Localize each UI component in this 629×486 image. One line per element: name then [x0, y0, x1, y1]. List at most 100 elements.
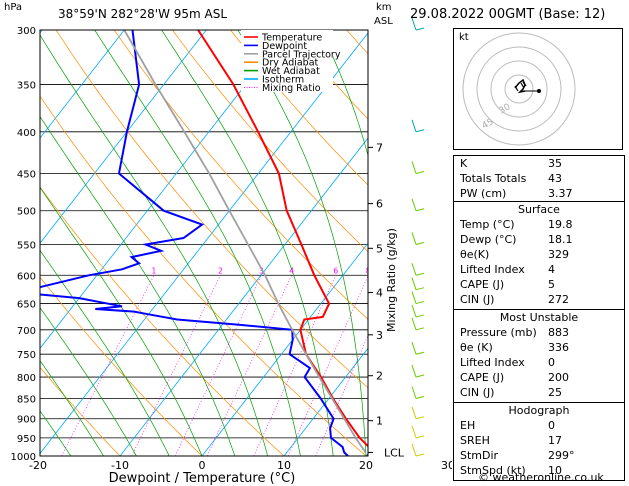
hodograph: kt 30 45 [453, 28, 623, 150]
legend-label: Parcel Trajectory [262, 49, 341, 60]
wind-barb [411, 161, 417, 174]
wind-barb [411, 304, 417, 318]
wind-barb [415, 208, 425, 212]
pressure-tick-label: 650 [17, 300, 36, 311]
dry-adiabat [40, 186, 285, 456]
hodograph-ring-label: 45 [481, 117, 496, 131]
most-unstable-section: Most Unstable Pressure (mb) 883 θe (K) 336… [454, 309, 624, 402]
isotherm [365, 452, 368, 456]
wind-barbs [411, 17, 425, 457]
pressure-tick-label: 500 [17, 207, 36, 218]
row-stmspd: StmSpd (kt) 10 [460, 464, 562, 477]
row-k: K 35 [460, 157, 562, 170]
km-level-label: LCL [384, 446, 405, 459]
wind-barb [415, 287, 425, 291]
pressure-tick-label: 900 [17, 415, 36, 426]
legend-label: Mixing Ratio [262, 83, 321, 94]
row-stmdir: StmDir 299° [460, 449, 575, 462]
legend-box [241, 30, 333, 92]
isotherm [435, 6, 452, 474]
wind-barb [411, 277, 417, 290]
km-level-label: 6 [376, 198, 383, 211]
wind-barb [415, 396, 425, 399]
mixing-ratio-label: 4 [289, 266, 294, 275]
temperature-tick-label: -20 [29, 459, 47, 472]
pressure-tick-label: 450 [17, 169, 36, 180]
wind-barb [411, 232, 417, 245]
row-totals-totals: Totals Totals 43 [460, 172, 562, 185]
legend-label: Temperature [261, 33, 322, 44]
wind-barb [411, 263, 417, 276]
wet-adiabat [40, 249, 170, 456]
wet-adiabat [40, 34, 268, 456]
wind-barb [411, 386, 417, 399]
mixing-ratio-axis-label: Mixing Ratio (g/kg) [385, 228, 398, 332]
row-surface-dewp: Dewp (°C) 18.1 [460, 233, 573, 246]
row-surface-temp: Temp (°C) 19.8 [460, 218, 573, 231]
row-mu-pressure: Pressure (mb) 883 [460, 326, 569, 339]
pressure-tick-label: 750 [17, 350, 36, 361]
mixing-ratio-label: 6 [333, 266, 338, 275]
km-level-label: 4 [376, 287, 383, 300]
temperature-tick-label: 20 [359, 459, 373, 472]
pressure-tick-label: 700 [17, 326, 36, 337]
series-parcel-trajectory [123, 30, 367, 453]
wind-barb [411, 364, 417, 378]
wet-adiabat [398, 18, 436, 456]
row-surface-cape: CAPE (J) 5 [460, 278, 555, 291]
pressure-tick-label: 300 [17, 26, 36, 37]
legend-label: Wet Adiabat [262, 66, 320, 77]
pressure-tick-label: 350 [17, 81, 36, 92]
pressure-tick-label: 600 [17, 271, 36, 282]
hodograph-section: Hodograph EH 0 SREH 17 StmDir 299° StmSpd (… [454, 402, 624, 480]
temperature-tick-label: 30 [441, 459, 452, 472]
surface-section: Surface Temp (°C) 19.8 Dewp (°C) 18.1 θe(K… [454, 201, 624, 309]
wet-adiabat [161, 30, 334, 456]
asl-unit-label: ASL [374, 16, 393, 27]
wind-barb [411, 443, 417, 457]
pressure-tick-label: 850 [17, 394, 36, 405]
row-sreh: SREH 17 [460, 434, 562, 447]
km-level-label: 2 [376, 370, 383, 383]
wind-barb [411, 119, 417, 132]
wind-barb [415, 351, 425, 355]
dry-adiabat [451, 18, 452, 456]
mixing-ratio-label: 3 [259, 266, 264, 275]
mixing-ratio-label: 15 [438, 266, 448, 275]
wind-barb [415, 272, 425, 276]
wet-adiabat [237, 30, 367, 456]
indices-table: K 35 Totals Totals 43 PW (cm) 3.37 Surface … [453, 155, 625, 481]
pressure-tick-label: 800 [17, 373, 36, 384]
most-unstable-title: Most Unstable [499, 311, 579, 324]
hodograph-frame [453, 28, 623, 150]
pressure-tick-label: 950 [17, 434, 36, 445]
wind-barb [415, 241, 425, 245]
dry-adiabat [394, 18, 452, 456]
mixing-ratio-line [61, 275, 155, 456]
row-mu-cape: CAPE (J) 200 [460, 371, 569, 384]
isotherm [40, 30, 207, 244]
wind-barb [415, 453, 425, 457]
wet-adiabat [94, 30, 301, 456]
hodograph-title: Hodograph [508, 404, 570, 417]
temperature-tick-label: 0 [199, 459, 206, 472]
wind-barb [415, 416, 425, 420]
copyright-link[interactable]: © weatheronline.co.uk [478, 471, 604, 484]
wind-barb [415, 374, 425, 378]
wind-barb [411, 291, 417, 304]
pressure-tick-label: 550 [17, 240, 36, 251]
wet-adiabat [40, 115, 236, 456]
datetime-title: 29.08.2022 00GMT (Base: 12) [410, 7, 606, 22]
legend-label: Dewpoint [262, 41, 307, 52]
hpa-unit-label: hPa [4, 2, 23, 13]
row-surface-cin: CIN (J) 272 [460, 293, 569, 306]
hodograph-ring [504, 74, 534, 104]
mixing-ratio-line [435, 275, 452, 456]
temperature-tick-label: -10 [111, 459, 129, 472]
wind-barb [415, 27, 425, 31]
km-unit-label: km [376, 2, 392, 13]
legend-label: Dry Adiabat [262, 58, 319, 69]
hodograph-rings [462, 32, 576, 146]
isotherm [40, 30, 125, 139]
wind-barb [415, 301, 425, 305]
